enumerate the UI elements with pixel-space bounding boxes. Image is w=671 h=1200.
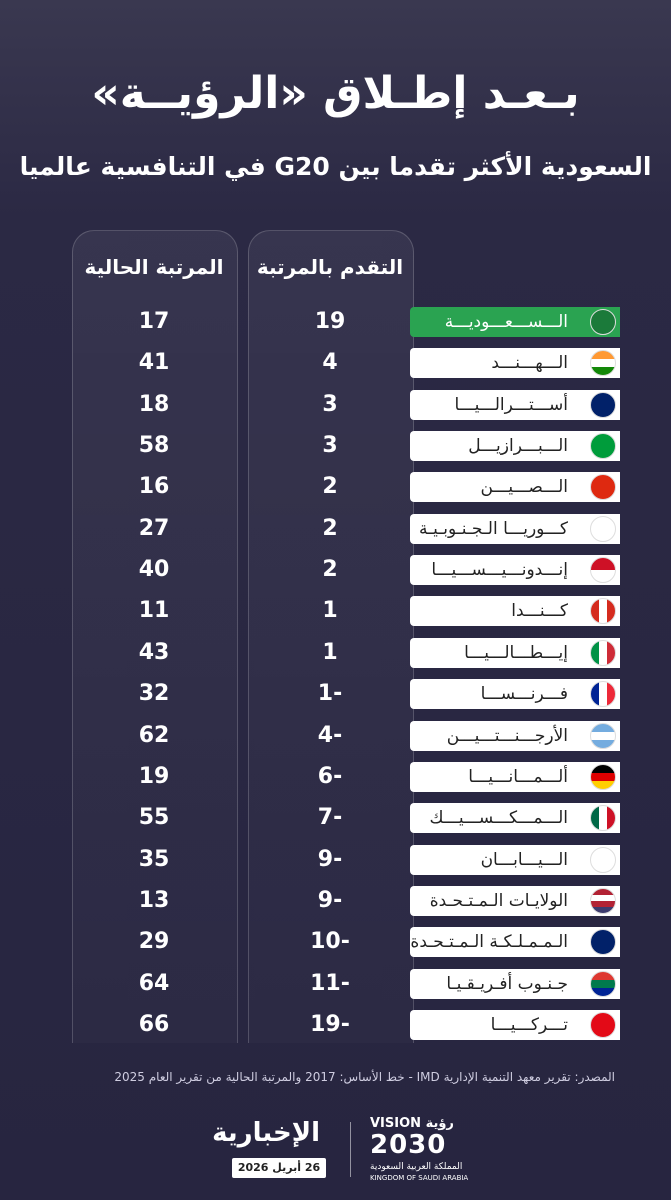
rank-change: 2 [322,557,338,583]
country-cell: الولايـات الـمـتـحـدة [410,885,620,916]
flag [590,681,616,708]
country-cell: أســـتـــرالـــيـــا [410,389,620,420]
separator [350,1122,351,1177]
country-cell: إيـــطـــالـــيـــا [410,637,620,668]
rank-change: -10 [310,929,350,955]
current-rank: 55 [138,805,170,831]
country-cell: الـــســـعـــوديـــة [410,307,620,337]
rank-change: -9 [317,887,343,913]
flag [590,391,616,418]
current-rank: 17 [138,309,170,334]
current-rank: 16 [138,474,170,500]
current-rank: 29 [138,929,170,955]
rank-change: -9 [317,846,343,872]
country-cell: كـــنـــدا [410,596,620,627]
current-rank: 41 [138,350,170,376]
current-rank: 18 [138,391,170,417]
column-header: المرتبة الحالية [84,255,224,279]
country-cell: الـمـمـلـكـة الـمـتـحـدة [410,927,620,958]
flag [590,763,616,790]
country-cell: الـــصـــيـــن [410,472,620,503]
vision-label: VISION رؤية [370,1116,454,1131]
country-cell: فـــرنـــســـا [410,679,620,710]
current-rank: 40 [138,557,170,583]
rank-change: -19 [310,1011,350,1037]
flag [590,557,616,584]
current-rank: 62 [138,722,170,748]
rank-change: 3 [322,391,338,417]
flag [590,846,616,873]
date: 26 أبريل 2026 [232,1158,326,1178]
rank-change: 1 [322,639,338,665]
current-rank: 64 [138,970,170,996]
column-panel [248,230,414,1043]
country-cell: تـــركـــيـــا [410,1009,620,1040]
country-cell: الأرجـــنـــتـــيـــن [410,720,620,751]
flag [590,970,616,997]
rank-change: 4 [322,350,338,376]
flag [590,350,616,377]
flag [590,433,616,460]
kingdom-en: KINGDOM OF SAUDI ARABIA [370,1174,469,1182]
flag [590,887,616,914]
vision-year: 2030 [370,1130,447,1160]
country-cell: ألـــمـــانـــيـــا [410,761,620,792]
country-cell: جـنـوب أفـريـقـيـا [410,968,620,999]
flag [590,929,616,956]
current-rank: 58 [138,433,170,459]
flag [590,1011,616,1038]
rank-change: 2 [322,515,338,541]
rank-change: -7 [317,805,343,831]
current-rank: 32 [138,681,170,707]
flag [590,309,616,335]
country-cell: كـــوريـــا الـجـنـوبـيـة [410,513,620,544]
current-rank: 66 [138,1011,170,1037]
flag [590,722,616,749]
current-rank: 11 [138,598,170,624]
country-cell: الـــمـــكـــســـيـــك [410,803,620,834]
rank-change: 19 [314,309,346,334]
source: المصدر: تقرير معهد التنمية الإدارية IMD … [114,1070,615,1084]
flag [590,639,616,666]
rank-change: -1 [317,681,343,707]
country-cell: الـــبـــرازيـــل [410,431,620,462]
flag [590,515,616,542]
column-panel [72,230,238,1043]
flag [590,598,616,625]
kingdom-ar: المملكة العربية السعودية [370,1162,463,1172]
rank-change: 1 [322,598,338,624]
brand: الإخبارية [212,1118,320,1148]
current-rank: 13 [138,887,170,913]
country-cell: الـــيـــابـــان [410,844,620,875]
current-rank: 19 [138,763,170,789]
country-cell: إنـــدونـــيـــســـيـــا [410,555,620,586]
rank-change: -4 [317,722,343,748]
country-cell: الـــهـــنـــد [410,348,620,379]
rank-change: -11 [310,970,350,996]
rank-change: 3 [322,433,338,459]
title: بـعـد إطـلاق «الرؤيــة» [91,68,580,119]
column-header: التقدم بالمرتبة [256,255,404,279]
current-rank: 35 [138,846,170,872]
rank-change: -6 [317,763,343,789]
subtitle: السعودية الأكثر تقدما بين G20 في التنافس… [19,152,652,181]
current-rank: 27 [138,515,170,541]
current-rank: 43 [138,639,170,665]
flag [590,474,616,501]
rank-change: 2 [322,474,338,500]
flag [590,805,616,832]
